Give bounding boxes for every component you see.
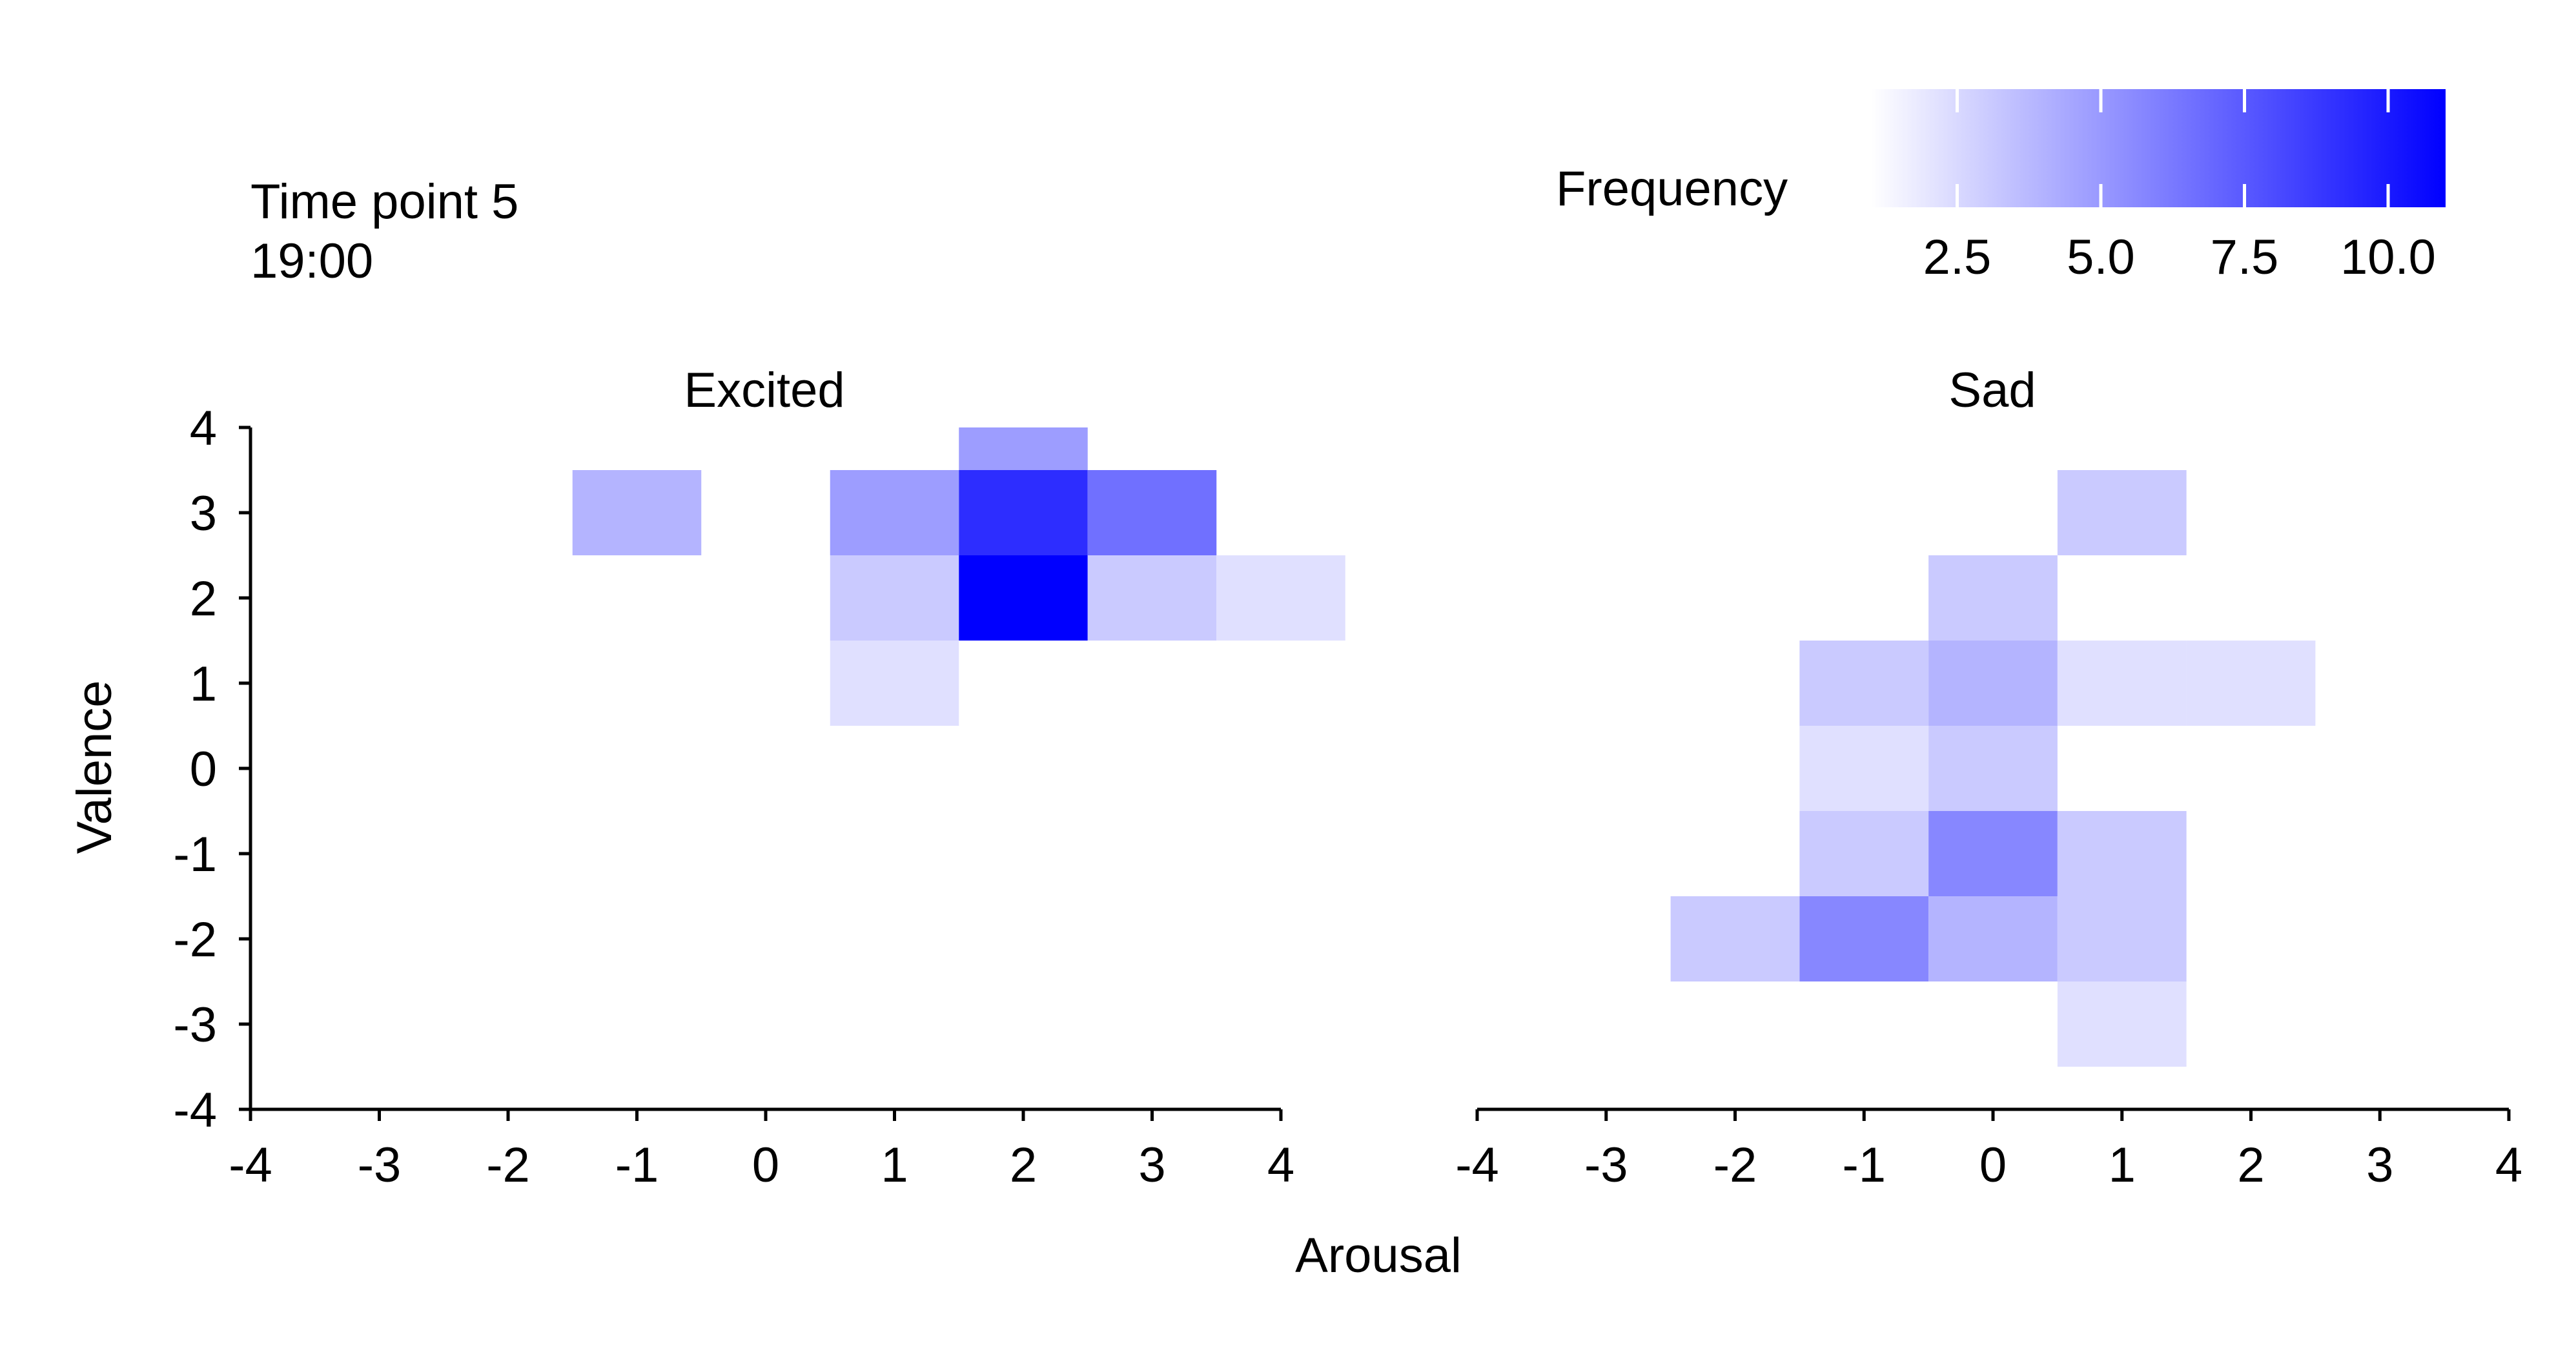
heatmap-cell-sad xyxy=(2057,641,2187,726)
y-tick-label: 1 xyxy=(190,657,217,712)
x-tick-label-sad: 1 xyxy=(2109,1138,2136,1193)
heatmap-cell-excited xyxy=(1216,555,1345,641)
x-tick-label-sad: 4 xyxy=(2495,1138,2522,1193)
legend-tick-label: 10.0 xyxy=(2340,230,2436,285)
x-tick-label-excited: -4 xyxy=(229,1138,272,1193)
heatmap-cell-sad xyxy=(2057,470,2187,555)
legend-colorbar xyxy=(1871,89,2446,207)
x-tick-label-excited: -1 xyxy=(615,1138,659,1193)
heatmap-cell-excited xyxy=(959,555,1088,641)
y-tick-label: -3 xyxy=(173,998,217,1053)
heatmap-cells-sad xyxy=(1670,470,2316,1067)
heatmap-cell-sad xyxy=(1799,726,1929,811)
heatmap-cell-sad xyxy=(2057,811,2187,896)
legend-title: Frequency xyxy=(1556,161,1788,216)
x-tick-label-sad: -1 xyxy=(1842,1138,1886,1193)
heatmap-cell-sad xyxy=(1928,811,2058,896)
x-tick-label-sad: 0 xyxy=(1979,1138,2007,1193)
x-tick-label-excited: 3 xyxy=(1138,1138,1165,1193)
y-tick-label: 2 xyxy=(190,571,217,626)
x-tick-label-excited: 1 xyxy=(881,1138,908,1193)
time-point-label: Time point 5 xyxy=(250,174,518,229)
legend-tick-label: 7.5 xyxy=(2211,230,2279,285)
y-tick-label: 3 xyxy=(190,486,217,541)
heatmap-cell-sad xyxy=(1670,896,1800,981)
panel-title-excited: Excited xyxy=(684,363,844,418)
heatmap-cell-sad xyxy=(1928,896,2058,981)
axes-excited: -4 -3 -2 -1 0 1 2 3 4 4 3 2 1 0 -1 -2 -3 -4 xyxy=(173,401,1294,1193)
frequency-legend: Frequency 2.5 5.0 7.5 10.0 xyxy=(1556,89,2446,285)
heatmap-cell-excited xyxy=(959,470,1088,555)
heatmap-cell-excited xyxy=(959,427,1088,470)
heatmap-cell-excited xyxy=(572,470,702,555)
x-tick-label-sad: -2 xyxy=(1713,1138,1757,1193)
heatmap-cell-excited xyxy=(1087,470,1217,555)
y-tick-label: -4 xyxy=(173,1083,217,1138)
x-tick-label-excited: 4 xyxy=(1267,1138,1294,1193)
axes-sad: -4 -3 -2 -1 0 1 2 3 4 xyxy=(1455,1107,2522,1193)
heatmap-cell-sad xyxy=(1799,896,1929,981)
heatmap-cell-excited xyxy=(830,641,959,726)
heatmap-cell-sad xyxy=(1928,555,2058,641)
heatmap-cell-sad xyxy=(2057,981,2187,1067)
x-tick-label-sad: 3 xyxy=(2366,1138,2393,1193)
panel-excited: Excited -4 -3 -2 -1 0 1 2 3 4 4 3 2 1 0 -1 -2 -3 -4 xyxy=(173,363,1345,1193)
x-tick-label-excited: -2 xyxy=(486,1138,530,1193)
legend-ticks: 2.5 5.0 7.5 10.0 xyxy=(1923,89,2436,285)
heatmap-cell-sad xyxy=(1799,811,1929,896)
x-tick-label-excited: -3 xyxy=(358,1138,402,1193)
legend-tick-label: 2.5 xyxy=(1923,230,1992,285)
x-axis-label: Arousal xyxy=(1295,1228,1462,1283)
heatmap-cell-sad xyxy=(2186,641,2316,726)
heatmap-cell-sad xyxy=(1928,641,2058,726)
heatmap-cell-sad xyxy=(2057,896,2187,981)
panel-sad: Sad -4 -3 -2 -1 0 1 2 3 4 xyxy=(1455,363,2522,1193)
legend-tick-label: 5.0 xyxy=(2067,230,2135,285)
y-tick-label: 0 xyxy=(190,742,217,797)
x-tick-label-excited: 2 xyxy=(1010,1138,1037,1193)
time-label: 19:00 xyxy=(250,234,373,289)
x-tick-label-sad: -3 xyxy=(1584,1138,1628,1193)
x-tick-label-sad: 2 xyxy=(2237,1138,2264,1193)
x-tick-label-sad: -4 xyxy=(1455,1138,1499,1193)
heatmap-cells-excited xyxy=(572,427,1345,726)
x-tick-label-excited: 0 xyxy=(752,1138,779,1193)
y-tick-label: -1 xyxy=(173,827,217,882)
heatmap-cell-excited xyxy=(1087,555,1217,641)
heatmap-cell-sad xyxy=(1799,641,1929,726)
heatmap-cell-sad xyxy=(1928,726,2058,811)
y-axis-label: Valence xyxy=(67,680,122,854)
y-tick-label: 4 xyxy=(190,401,217,456)
heatmap-cell-excited xyxy=(830,470,959,555)
y-tick-label: -2 xyxy=(173,912,217,967)
panel-title-sad: Sad xyxy=(1948,363,2036,418)
heatmap-cell-excited xyxy=(830,555,959,641)
